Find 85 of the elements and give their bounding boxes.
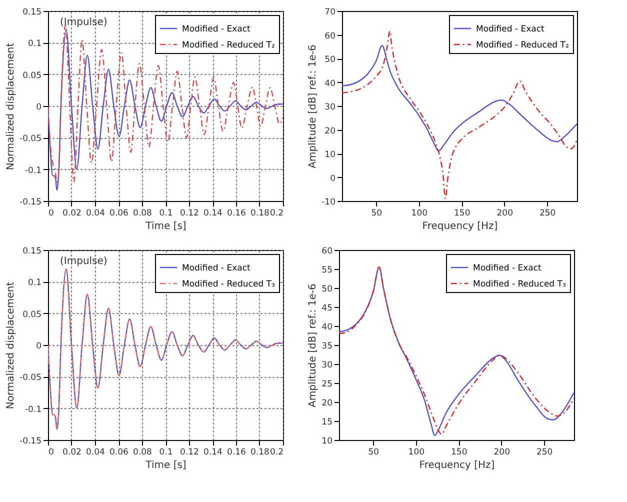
x-axis-title: Time [s] (144, 221, 186, 232)
y-tick-label: 40 (322, 322, 332, 332)
legend-label: Modified - Reduced T₃ (182, 280, 275, 290)
y-tick-label: 45 (322, 304, 332, 314)
x-tick-label: 50 (371, 208, 382, 218)
x-tick-label: 0.1 (159, 448, 173, 458)
y-axis-title: Normalized displacement (6, 282, 17, 410)
legend-label: Modified - Exact (473, 264, 542, 274)
x-tick-label: 0.2 (270, 448, 284, 458)
x-tick-label: 0.08 (133, 448, 152, 458)
line-series (342, 30, 577, 200)
y-tick-label: 10 (322, 436, 332, 446)
y-tick-label: 30 (324, 102, 336, 112)
x-tick-label: 0.2 (270, 208, 284, 218)
y-tick-label: 20 (324, 126, 336, 136)
x-tick-label: 0.04 (86, 448, 105, 458)
x-tick-label: 0 (48, 208, 54, 218)
y-tick-label: 50 (324, 55, 336, 65)
y-tick-label: 70 (324, 8, 336, 18)
x-tick-label: 0.18 (250, 448, 270, 458)
legend-label: Modified - Reduced T₃ (473, 280, 566, 290)
x-tick-label: 250 (536, 448, 553, 458)
x-axis-title: Frequency [Hz] (422, 221, 498, 232)
y-tick-label: 60 (324, 31, 336, 42)
x-tick-label: 0.1 (159, 208, 173, 218)
y-tick-label: 0 (330, 174, 336, 184)
x-tick-label: 0.14 (204, 448, 222, 458)
x-tick-label: 0.06 (110, 208, 128, 218)
y-axis-title: Amplitude [dB] ref.: 1e-6 (308, 44, 319, 168)
x-tick-label: 0.02 (62, 448, 82, 458)
x-tick-label: 0.02 (62, 208, 82, 218)
legend-label: Modified - Reduced T₂ (476, 40, 569, 50)
legend-label: Modified - Exact (182, 24, 252, 34)
x-tick-label: 50 (368, 448, 380, 458)
legend-label: Modified - Exact (476, 24, 546, 34)
y-tick-label: 0.15 (22, 246, 42, 256)
y-tick-label: 15 (322, 418, 332, 428)
x-tick-label: 0.12 (180, 448, 199, 458)
x-tick-label: 0.04 (86, 208, 105, 218)
y-tick-label: 25 (322, 380, 332, 390)
y-tick-label: 55 (322, 266, 332, 276)
legend-label: Modified - Exact (182, 264, 252, 274)
y-tick-label: 0.05 (22, 310, 42, 320)
y-tick-label: 20 (322, 398, 332, 408)
y-tick-label: 35 (322, 342, 332, 352)
y-tick-label: -0.1 (24, 404, 42, 415)
x-tick-label: 0 (48, 448, 54, 458)
y-tick-label: -0.1 (24, 166, 42, 176)
x-axis-title: Time [s] (144, 460, 186, 471)
y-tick-label: 30 (322, 360, 332, 370)
y-tick-label: -0.15 (20, 198, 42, 208)
x-tick-label: 0.16 (227, 448, 246, 458)
annotation: (Impulse) (60, 256, 108, 267)
x-tick-label: 100 (411, 208, 428, 218)
y-tick-label: -0.15 (20, 436, 42, 446)
x-tick-label: 250 (539, 208, 556, 218)
x-tick-label: 150 (451, 448, 468, 458)
y-tick-label: 0 (36, 342, 42, 352)
y-axis-title: Amplitude [dB] ref.: 1e-6 (308, 284, 319, 408)
x-tick-label: 0.06 (110, 448, 128, 458)
y-tick-label: 0.05 (22, 70, 42, 81)
y-tick-label: -0.05 (20, 134, 42, 144)
x-axis-title: Frequency [Hz] (419, 460, 495, 471)
x-tick-label: 0.14 (204, 208, 222, 218)
legend-label: Modified - Reduced T₂ (182, 40, 275, 50)
x-tick-label: 0.18 (250, 208, 270, 218)
x-tick-label: 0.08 (133, 208, 152, 218)
y-tick-label: 40 (324, 78, 336, 89)
x-tick-label: 200 (494, 448, 510, 458)
x-tick-label: 0.16 (227, 208, 246, 218)
y-tick-label: 0.1 (28, 278, 42, 288)
y-tick-label: 60 (322, 246, 332, 256)
x-tick-label: 150 (454, 208, 470, 218)
annotation: (Impulse) (60, 17, 108, 28)
y-tick-label: 50 (322, 284, 332, 294)
x-tick-label: 0.12 (180, 208, 199, 218)
y-axis-title: Normalized displacement (6, 42, 17, 170)
y-tick-label: -0.05 (20, 373, 42, 384)
y-tick-label: 0.1 (28, 39, 42, 50)
x-tick-label: 100 (408, 448, 425, 458)
y-tick-label: 0.15 (22, 8, 42, 18)
y-tick-label: -10 (322, 198, 336, 208)
y-tick-label: 0 (36, 102, 42, 112)
y-tick-label: 10 (324, 150, 336, 160)
x-tick-label: 200 (496, 208, 513, 218)
